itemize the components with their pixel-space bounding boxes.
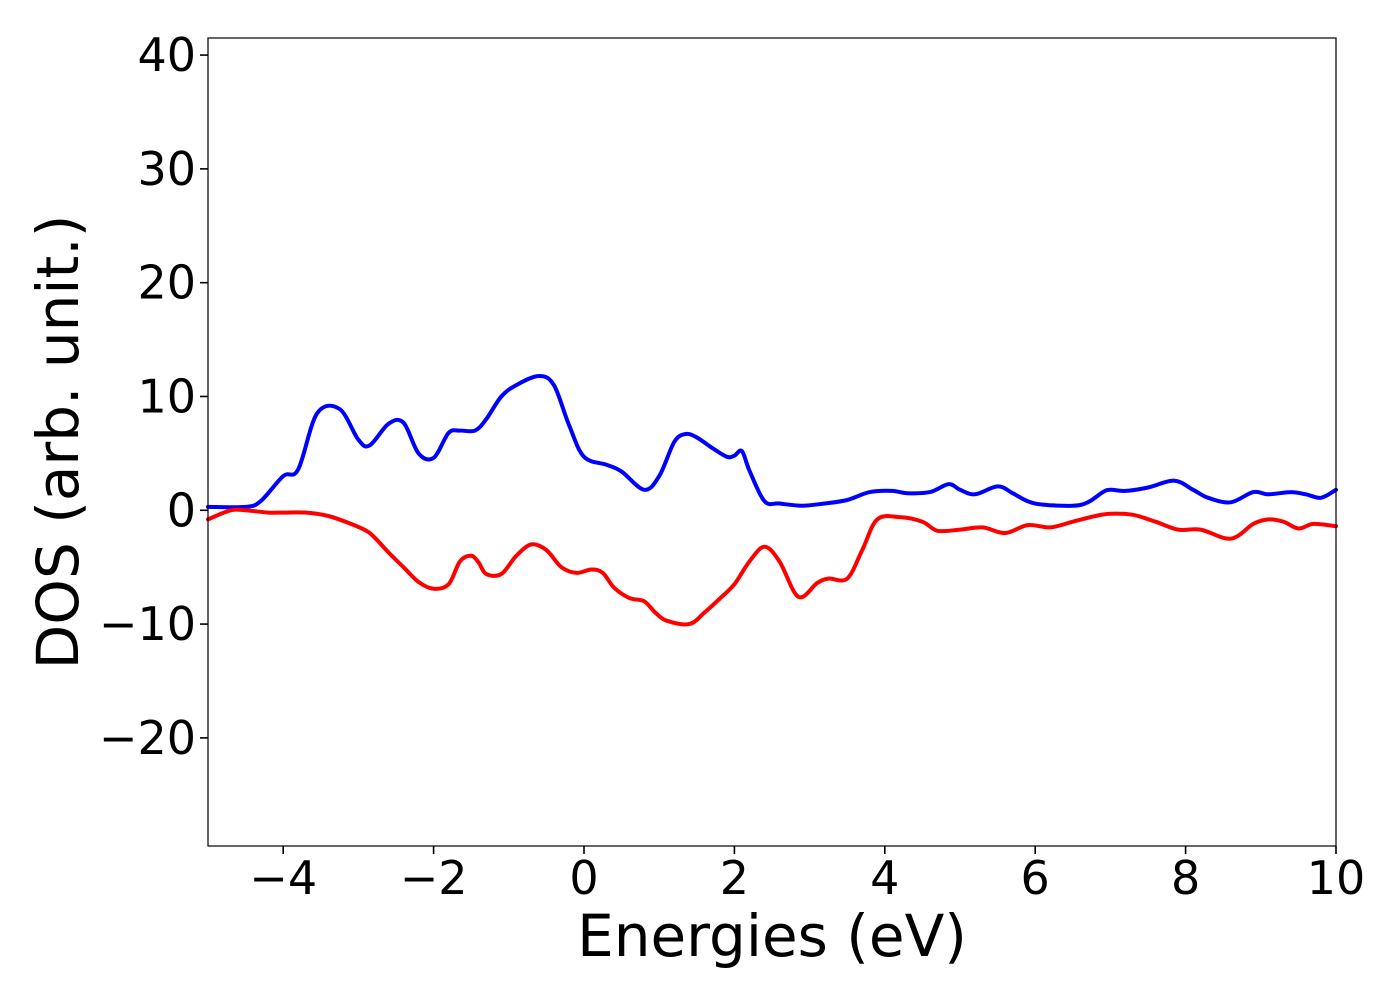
x-tick-label: 4 (870, 851, 899, 905)
y-tick-label: −10 (99, 597, 196, 651)
series-line-1 (206, 374, 1338, 510)
y-tick-label: −20 (99, 711, 196, 765)
y-tick-label: 30 (137, 142, 196, 196)
series-line-2 (206, 507, 1338, 627)
y-tick-label: 20 (137, 256, 196, 310)
y-axis-ticks: −20 −10 0 10 20 30 40 (99, 28, 208, 765)
x-tick-label: 10 (1307, 851, 1366, 905)
x-axis-title: Energies (eV) (577, 902, 967, 970)
x-tick-label: 0 (569, 851, 598, 905)
x-tick-label: −4 (249, 851, 317, 905)
x-tick-label: −2 (400, 851, 468, 905)
x-tick-label: 6 (1021, 851, 1050, 905)
plot-frame (207, 37, 1337, 847)
x-axis-ticks: −4 −2 0 2 4 6 8 10 (249, 846, 1365, 905)
y-tick-label: 10 (137, 369, 196, 423)
y-axis-title: DOS (arb. unit.) (24, 215, 92, 670)
y-tick-label: 0 (167, 483, 196, 537)
y-tick-label: 40 (137, 28, 196, 82)
x-tick-label: 8 (1171, 851, 1200, 905)
x-tick-label: 2 (720, 851, 749, 905)
series-layer (206, 374, 1338, 627)
